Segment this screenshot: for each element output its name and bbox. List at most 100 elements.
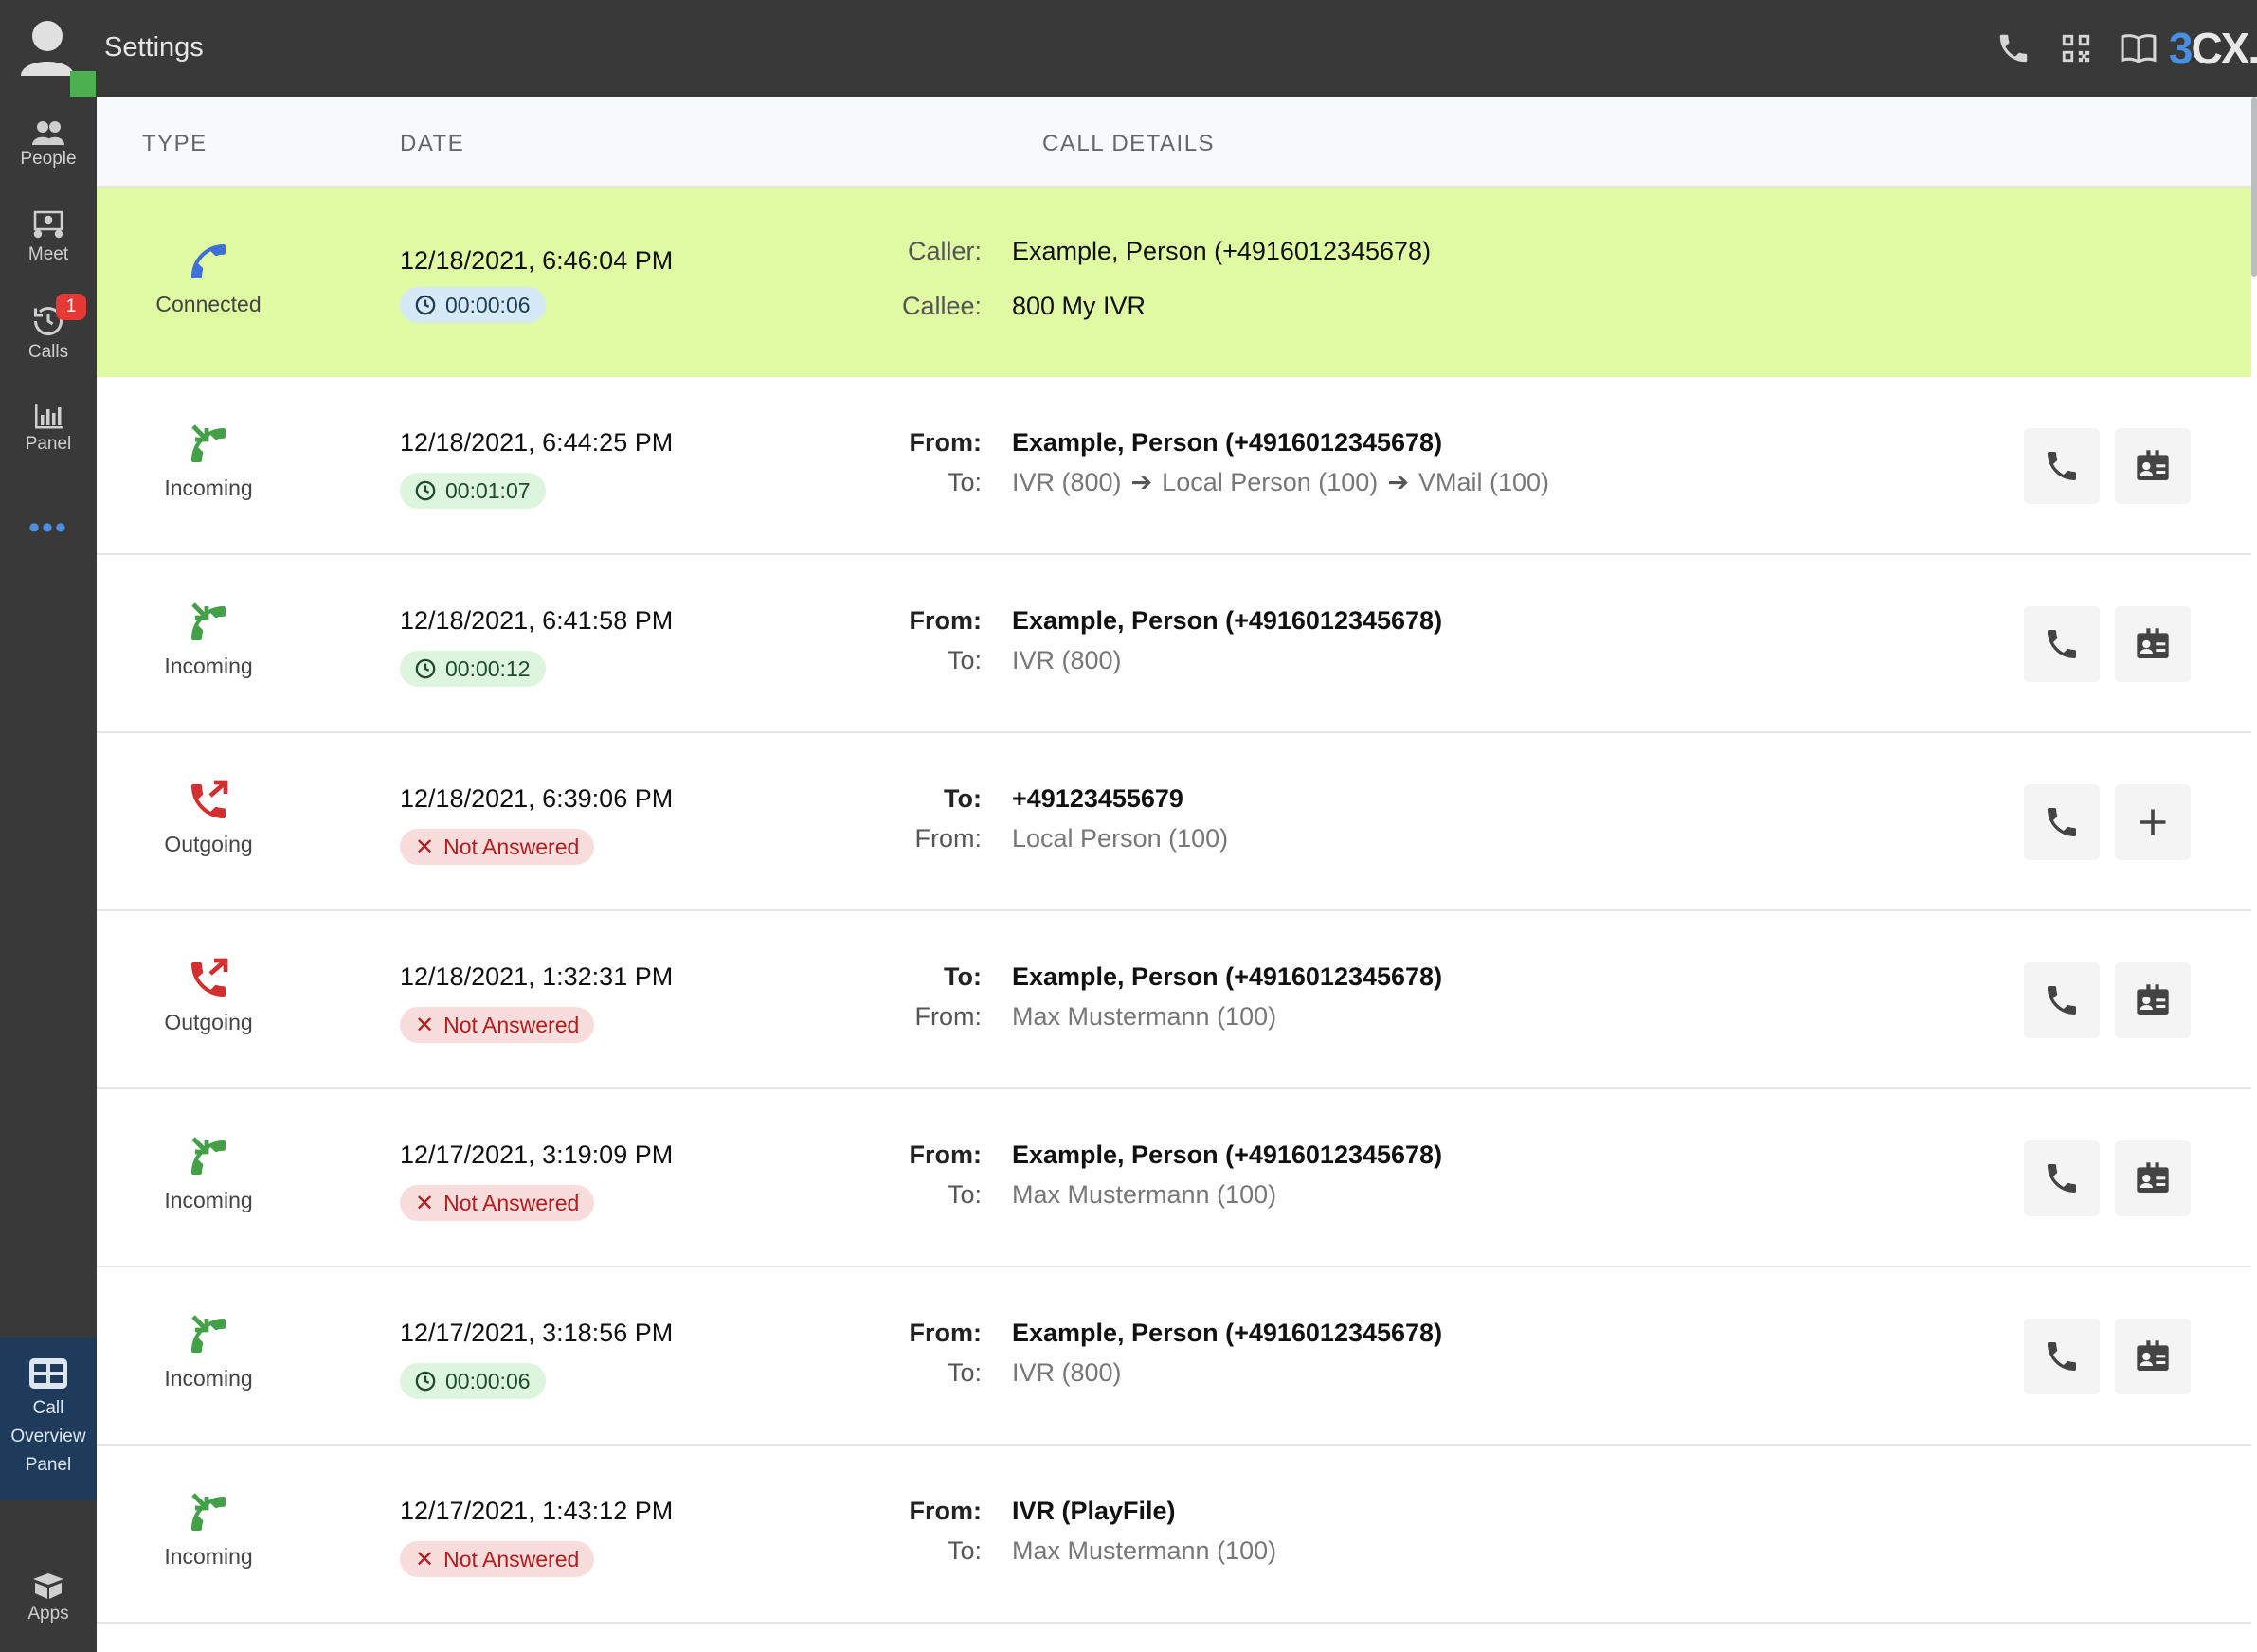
contact-card-button[interactable] xyxy=(2115,1319,2191,1394)
sidebar-item-apps[interactable]: Apps xyxy=(0,1555,97,1641)
phone-icon xyxy=(2048,986,2076,1015)
route-step: IVR (800) xyxy=(1012,468,1122,496)
phone-icon xyxy=(2048,630,2076,658)
incoming-call-icon xyxy=(191,602,226,640)
duration-value: 00:01:07 xyxy=(445,477,531,503)
detail-label: To: xyxy=(947,646,982,674)
call-type-label: Incoming xyxy=(164,476,253,500)
to-value: Max Mustermann (100) xyxy=(1012,1180,1277,1209)
from-value: Example, Person (+4916012345678) xyxy=(1012,1140,1443,1169)
call-back-button[interactable] xyxy=(2024,606,2100,682)
clock-icon xyxy=(415,480,436,501)
status-text: Not Answered xyxy=(443,1190,580,1215)
sidebar-item-label: Apps xyxy=(27,1604,69,1624)
detail-label: Callee: xyxy=(901,292,982,320)
contact-card-button[interactable] xyxy=(2115,606,2191,682)
column-header-type[interactable]: TYPE xyxy=(142,131,208,156)
table-header: TYPE DATE CALL DETAILS xyxy=(97,97,2251,188)
contact-card-icon xyxy=(2137,984,2169,1015)
detail-label: From: xyxy=(909,606,983,635)
call-date: 12/18/2021, 6:46:04 PM xyxy=(400,246,674,275)
contact-card-button[interactable] xyxy=(2115,962,2191,1038)
contact-card-button[interactable] xyxy=(2115,1140,2191,1216)
missed-calls-badge: 1 xyxy=(56,294,86,320)
caller-value: Example, Person (+4916012345678) xyxy=(1012,237,1432,265)
sidebar-item-calls[interactable]: Calls 1 xyxy=(0,288,97,379)
table-row[interactable]: Incoming 12/18/2021, 6:44:25 PM 00:01:07… xyxy=(97,377,2251,555)
table-row[interactable]: Connected 12/18/2021, 6:46:04 PM 00:00:0… xyxy=(97,188,2251,377)
add-contact-button[interactable] xyxy=(2115,784,2191,860)
call-date: 12/17/2021, 3:18:56 PM xyxy=(400,1319,674,1347)
top-bar: Settings 3 CX. xyxy=(0,0,2257,97)
table-row[interactable]: Outgoing 12/18/2021, 1:32:31 PM ✕ Not An… xyxy=(97,911,2251,1089)
user-icon xyxy=(21,21,74,76)
sidebar-item-people[interactable]: People xyxy=(0,102,97,188)
duration-value: 00:00:06 xyxy=(445,292,531,317)
call-date: 12/17/2021, 1:43:12 PM xyxy=(400,1497,674,1525)
table-row[interactable]: Incoming 12/18/2021, 6:41:58 PM 00:00:12… xyxy=(97,555,2251,733)
call-back-button[interactable] xyxy=(2024,428,2100,504)
table-row[interactable]: Outgoing 12/18/2021, 6:39:06 PM ✕ Not An… xyxy=(97,733,2251,911)
sidebar-item-label: Calls xyxy=(27,342,69,362)
more-menu-icon[interactable]: ••• xyxy=(28,510,68,546)
call-back-button[interactable] xyxy=(2024,962,2100,1038)
call-back-button[interactable] xyxy=(2024,1319,2100,1394)
from-value: Example, Person (+4916012345678) xyxy=(1012,606,1443,635)
sidebar-item-meet[interactable]: Meet xyxy=(0,195,97,280)
contact-card-icon xyxy=(2137,628,2169,658)
call-back-button[interactable] xyxy=(2024,784,2100,860)
not-answered-badge: ✕ Not Answered xyxy=(400,1185,595,1221)
status-text: Not Answered xyxy=(443,1546,580,1571)
phone-icon xyxy=(2048,808,2076,836)
detail-label: Caller: xyxy=(907,237,982,265)
not-answered-badge: ✕ Not Answered xyxy=(400,829,595,865)
qr-code-icon[interactable] xyxy=(2045,0,2107,97)
call-back-button[interactable] xyxy=(2024,1140,2100,1216)
duration-badge: 00:01:07 xyxy=(400,473,546,509)
route-step: Local Person (100) xyxy=(1162,468,1379,496)
call-date: 12/18/2021, 6:44:25 PM xyxy=(400,428,674,457)
call-type-label: Incoming xyxy=(164,1188,253,1212)
close-icon: ✕ xyxy=(415,834,435,860)
history-icon xyxy=(34,307,63,336)
detail-label: To: xyxy=(947,468,982,496)
detail-label: To: xyxy=(947,1180,982,1209)
route-step: VMail (100) xyxy=(1417,468,1549,496)
call-date: 12/18/2021, 6:39:06 PM xyxy=(400,784,674,813)
table-row[interactable]: Incoming 12/17/2021, 3:18:56 PM 00:00:06… xyxy=(97,1267,2251,1446)
from-value: Example, Person (+4916012345678) xyxy=(1012,1319,1443,1347)
call-date: 12/17/2021, 3:19:09 PM xyxy=(400,1140,674,1169)
connected-call-icon xyxy=(191,244,226,278)
call-date: 12/18/2021, 1:32:31 PM xyxy=(400,962,674,991)
sidebar-item-call-overview-panel[interactable]: Call Overview Panel xyxy=(0,1338,97,1500)
user-avatar[interactable] xyxy=(19,17,96,97)
status-text: Not Answered xyxy=(443,834,580,859)
column-header-date[interactable]: DATE xyxy=(400,131,465,156)
detail-label: To: xyxy=(947,1536,982,1565)
settings-link[interactable]: Settings xyxy=(104,32,204,63)
sidebar-item-panel[interactable]: Panel xyxy=(0,386,97,472)
table-row[interactable]: Incoming 12/17/2021, 3:19:09 PM ✕ Not An… xyxy=(97,1089,2251,1267)
from-value: IVR (PlayFile) xyxy=(1012,1497,1176,1525)
duration-badge: 00:00:06 xyxy=(400,287,546,323)
close-icon: ✕ xyxy=(415,1012,435,1038)
to-value: IVR (800) xyxy=(1012,646,1122,674)
call-date: 12/18/2021, 6:41:58 PM xyxy=(400,606,674,635)
phone-icon[interactable] xyxy=(1982,0,2045,97)
nav-label-line: Overview xyxy=(10,1427,86,1446)
detail-label: From: xyxy=(914,824,983,853)
column-header-call-details: CALL DETAILS xyxy=(1042,131,1216,156)
bar-chart-icon xyxy=(35,404,63,429)
book-icon[interactable] xyxy=(2107,0,2170,97)
detail-label: To: xyxy=(944,784,982,813)
scrollbar-thumb[interactable] xyxy=(2251,97,2257,277)
callee-value: 800 My IVR xyxy=(1012,292,1147,320)
from-value: Example, Person (+4916012345678) xyxy=(1012,428,1443,457)
to-value: Example, Person (+4916012345678) xyxy=(1012,962,1443,991)
detail-label: To: xyxy=(947,1358,982,1387)
call-type-label: Outgoing xyxy=(164,1010,253,1034)
contact-card-button[interactable] xyxy=(2115,428,2191,504)
table-row[interactable]: Incoming 12/17/2021, 1:43:12 PM ✕ Not An… xyxy=(97,1446,2251,1624)
detail-label: From: xyxy=(909,1497,983,1525)
clock-icon xyxy=(415,1371,436,1392)
